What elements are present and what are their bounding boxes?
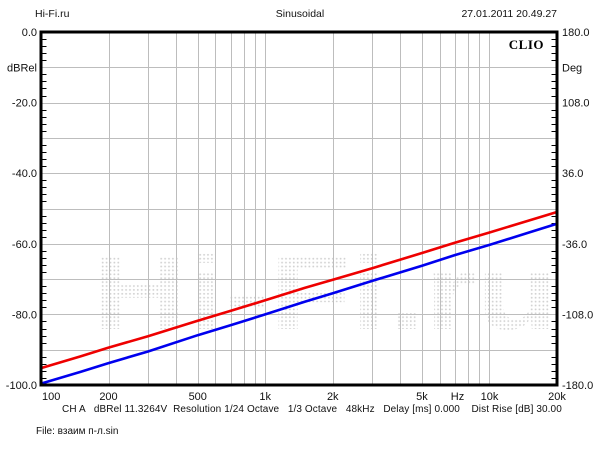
y-left-unit-label: dBRel	[7, 62, 37, 74]
y-right-tick-label: -180.0	[562, 380, 593, 392]
x-tick-label: 5k	[416, 391, 428, 403]
x-tick-label: 1k	[259, 391, 271, 403]
y-left-tick-label: -20.0	[12, 98, 37, 110]
x-tick-label: 2k	[327, 391, 339, 403]
y-left-tick-label: 0.0	[22, 27, 37, 39]
y-right-tick-label: 180.0	[562, 27, 590, 39]
watermark-text: Hi-Fi.ru	[92, 234, 558, 352]
axis-minor-ticks	[42, 39, 556, 379]
x-tick-label: 100	[42, 391, 60, 403]
y-right-tick-label: 108.0	[562, 98, 590, 110]
plot-border	[39, 30, 559, 387]
series-line-lower-blue	[39, 222, 559, 385]
y-left-tick-label: -40.0	[12, 168, 37, 180]
y-right-tick-label: -36.0	[562, 239, 587, 251]
x-tick-label: 20k	[548, 391, 566, 403]
x-unit-label: Hz	[451, 391, 464, 403]
x-tick-label: 500	[189, 391, 207, 403]
series-line-upper-red	[39, 210, 559, 370]
y-right-tick-label: 36.0	[562, 168, 583, 180]
x-tick-label: 10k	[481, 391, 499, 403]
y-right-tick-label: -108.0	[562, 309, 593, 321]
clio-brand-label: CLIO	[508, 37, 544, 52]
y-left-tick-label: -80.0	[12, 309, 37, 321]
measurement-settings-line: CH A dBRel 11.3264V Resolution 1/24 Octa…	[62, 404, 562, 415]
x-tick-label: 200	[99, 391, 117, 403]
y-left-tick-label: -100.0	[6, 380, 37, 392]
y-left-tick-label: -60.0	[12, 239, 37, 251]
file-name-label: File: взаим п-л.sin	[36, 426, 119, 437]
axis-tick-labels: 0.0 -20.0 -40.0 -60.0 -80.0 -100.0 dBRel 180.0 1…	[6, 27, 593, 403]
measurement-title: Sinusoidal	[275, 8, 325, 20]
y-right-unit-label: Deg	[562, 62, 582, 74]
timestamp-label: 27.01.2011 20.49.27	[461, 8, 557, 20]
grid-lines	[41, 32, 557, 385]
site-label: Hi-Fi.ru	[35, 8, 70, 20]
